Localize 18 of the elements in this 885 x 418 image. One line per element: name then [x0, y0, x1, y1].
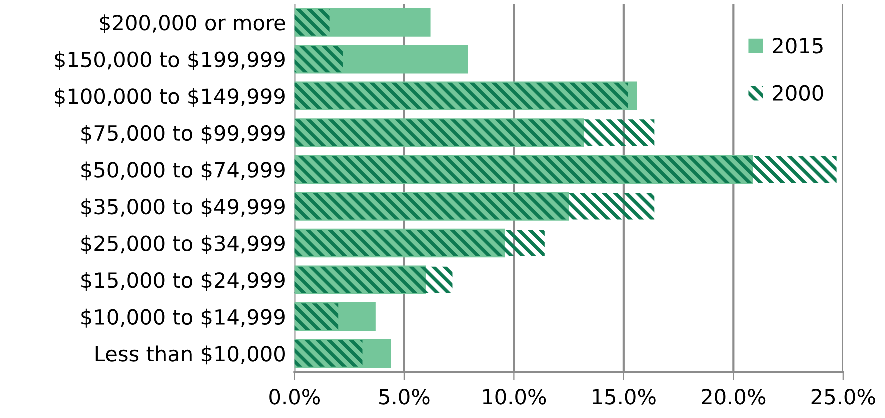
legend-label: 2000: [773, 85, 824, 102]
y-tick-label: $15,000 to $24,999: [82, 272, 285, 292]
x-tick-label: 5.0%: [380, 389, 430, 405]
y-tick-label: $10,000 to $14,999: [82, 308, 285, 328]
y-tick-label: $35,000 to $49,999: [82, 198, 285, 218]
y-tick-label: Less than $10,000: [96, 346, 285, 365]
y-tick-label: $150,000 to $199,999: [55, 51, 285, 70]
y-tick-label: $200,000 or more: [100, 14, 286, 34]
x-tick-label: 25.0%: [812, 389, 876, 405]
legend-label: 2015: [773, 38, 823, 54]
y-tick-label: $75,000 to $99,999: [82, 125, 285, 144]
x-tick-label: 10.0%: [483, 389, 546, 405]
y-tick-label: $25,000 to $34,999: [82, 235, 285, 254]
x-tick-label: 15.0%: [593, 389, 656, 405]
x-tick-label: 0.0%: [270, 389, 320, 405]
y-tick-label: $50,000 to $74,999: [82, 162, 285, 181]
y-tick-label: $100,000 to $149,999: [55, 88, 285, 108]
x-tick-label: 20.0%: [702, 389, 766, 405]
